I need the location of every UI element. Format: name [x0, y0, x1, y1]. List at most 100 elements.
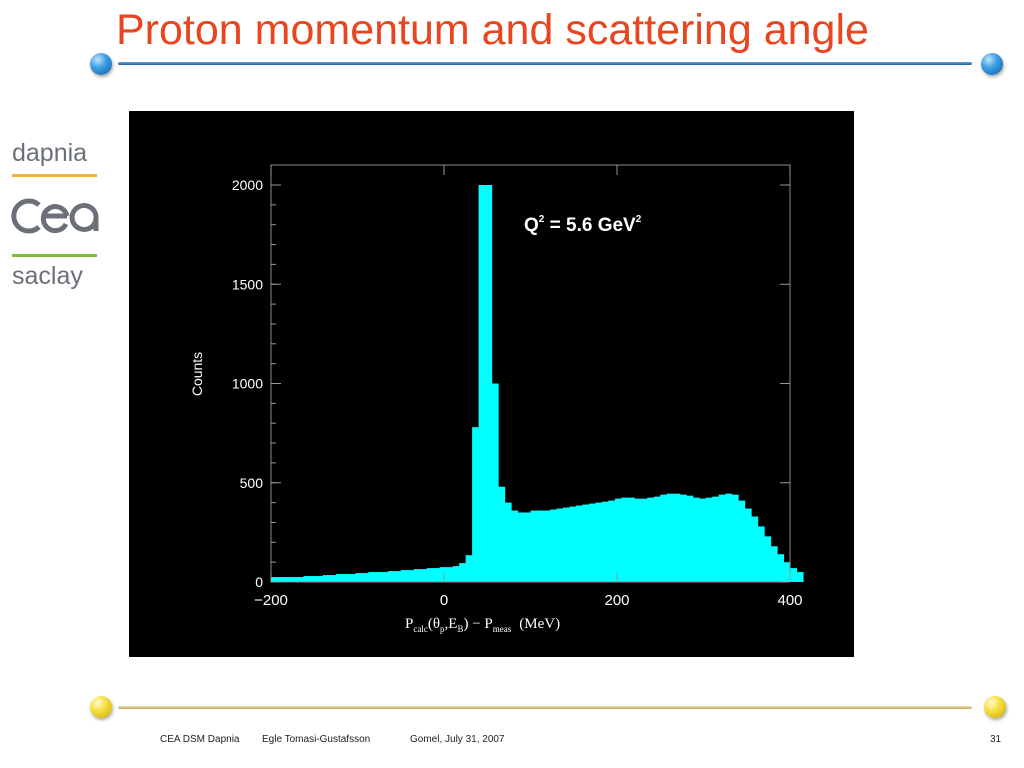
- histogram-bar: [718, 494, 726, 582]
- histogram-bar: [588, 503, 596, 582]
- y-tick-label: 2000: [232, 177, 263, 193]
- histogram-bar: [705, 497, 713, 582]
- histogram-bar: [751, 516, 759, 582]
- histogram-bar: [374, 572, 382, 582]
- histogram-bar: [452, 566, 460, 582]
- histogram-bar: [562, 507, 571, 582]
- histogram-bar: [601, 501, 609, 582]
- histogram-bar: [575, 505, 583, 582]
- histogram-bar: [647, 497, 655, 582]
- q-squared-annotation: Q2 = 5.6 GeV2: [524, 214, 642, 236]
- histogram-bar: [491, 383, 499, 582]
- histogram-bar: [504, 502, 512, 582]
- x-tick-label: 0: [440, 592, 448, 609]
- axis-ticks: −200 0 200 400 0 500 1000 1500 2000: [232, 165, 803, 609]
- footer-divider-rule: [118, 706, 972, 709]
- histogram-bar: [433, 568, 441, 582]
- x-tick-label: 400: [777, 592, 802, 609]
- histogram-bar: [485, 185, 493, 582]
- footer-event: Gomel, July 31, 2007: [410, 734, 505, 745]
- histogram-bar: [407, 570, 415, 582]
- histogram-bar: [465, 555, 473, 582]
- logo-green-line: [12, 254, 97, 257]
- title-divider-rule: [118, 62, 972, 65]
- histogram-bar: [290, 577, 298, 582]
- histogram-bar: [777, 554, 785, 582]
- histogram-bar: [309, 576, 318, 582]
- histogram-plot-panel: −200 0 200 400 0 500 1000 1500 2000 Q2 = 5.6 GeV…: [129, 111, 854, 657]
- histogram-bar: [640, 498, 648, 582]
- histogram-bar: [627, 497, 635, 582]
- x-axis-label: Pcalc(θp,EB) − Pmeas (MeV): [405, 616, 560, 634]
- histogram-bar: [329, 575, 337, 582]
- histogram-bar: [543, 510, 551, 582]
- histogram-bar: [621, 497, 629, 582]
- plot-frame: [270, 164, 791, 583]
- histogram-bar: [692, 497, 700, 582]
- histogram-bar: [549, 509, 558, 582]
- histogram-bar: [381, 572, 389, 582]
- histogram-bar: [536, 510, 545, 582]
- histogram-bar: [517, 512, 525, 582]
- histogram-bar: [283, 577, 292, 582]
- histogram-bar: [277, 577, 285, 582]
- bottom-right-bullet-ball: [984, 696, 1006, 718]
- y-tick-label: 1000: [232, 376, 263, 392]
- cea-logo-mark: cea: [11, 198, 99, 234]
- histogram-bar: [582, 504, 590, 582]
- y-tick-label: 500: [240, 475, 264, 491]
- footer-organization: CEA DSM Dapnia: [160, 734, 240, 745]
- histogram-bar: [498, 486, 506, 582]
- histogram-bar: [595, 502, 603, 582]
- histogram-bar: [634, 498, 642, 582]
- y-tick-label: 1500: [232, 276, 263, 292]
- histogram-bar: [303, 576, 311, 582]
- top-left-bullet-ball: [90, 53, 112, 75]
- histogram-chart: −200 0 200 400 0 500 1000 1500 2000 Q2 = 5.6 GeV…: [189, 164, 804, 634]
- histogram-bar: [686, 495, 694, 582]
- histogram-bar: [614, 498, 622, 582]
- bottom-left-bullet-ball: [90, 696, 112, 718]
- histogram-bar: [666, 493, 674, 582]
- footer-author: Egle Tomasi-Gustafsson: [262, 734, 371, 745]
- histogram-bar: [764, 536, 772, 582]
- histogram-bar: [316, 576, 324, 582]
- logo-saclay-text: saclay: [12, 262, 83, 290]
- histogram-bar: [770, 546, 778, 582]
- histogram-bar: [569, 506, 577, 582]
- logo-orange-line: [12, 174, 97, 177]
- histogram-bar: [296, 577, 305, 582]
- histogram-bar: [459, 563, 467, 582]
- histogram-bar: [783, 562, 791, 582]
- histogram-bar: [790, 568, 798, 582]
- histogram-bar: [712, 496, 720, 582]
- histogram-bar: [511, 510, 519, 582]
- histogram-bar: [413, 569, 421, 582]
- histogram-bar: [342, 574, 350, 582]
- histogram-bar: [472, 427, 480, 582]
- histogram-bar: [556, 508, 564, 582]
- histogram-bar: [478, 185, 486, 582]
- histogram-bar: [426, 568, 434, 582]
- histogram-bar: [796, 572, 804, 582]
- x-tick-label: 200: [604, 592, 629, 609]
- x-tick-label: −200: [254, 592, 288, 609]
- histogram-bar: [355, 573, 363, 582]
- histogram-bar: [322, 575, 330, 582]
- top-right-bullet-ball: [981, 53, 1003, 75]
- y-axis-label: Counts: [189, 352, 205, 396]
- histogram-bar: [335, 574, 343, 582]
- logo-dapnia-text: dapnia: [12, 139, 88, 167]
- histogram-bar: [524, 512, 532, 582]
- histogram-bar: [348, 574, 356, 582]
- histogram-bars: [271, 185, 804, 582]
- histogram-bar: [679, 494, 687, 582]
- histogram-bar: [368, 572, 376, 582]
- histogram-bar: [446, 567, 454, 582]
- histogram-bar: [673, 493, 681, 582]
- histogram-bar: [361, 573, 369, 582]
- histogram-bar: [757, 526, 765, 582]
- histogram-bar: [660, 494, 668, 582]
- histogram-bar: [400, 570, 408, 582]
- histogram-bar: [271, 577, 279, 582]
